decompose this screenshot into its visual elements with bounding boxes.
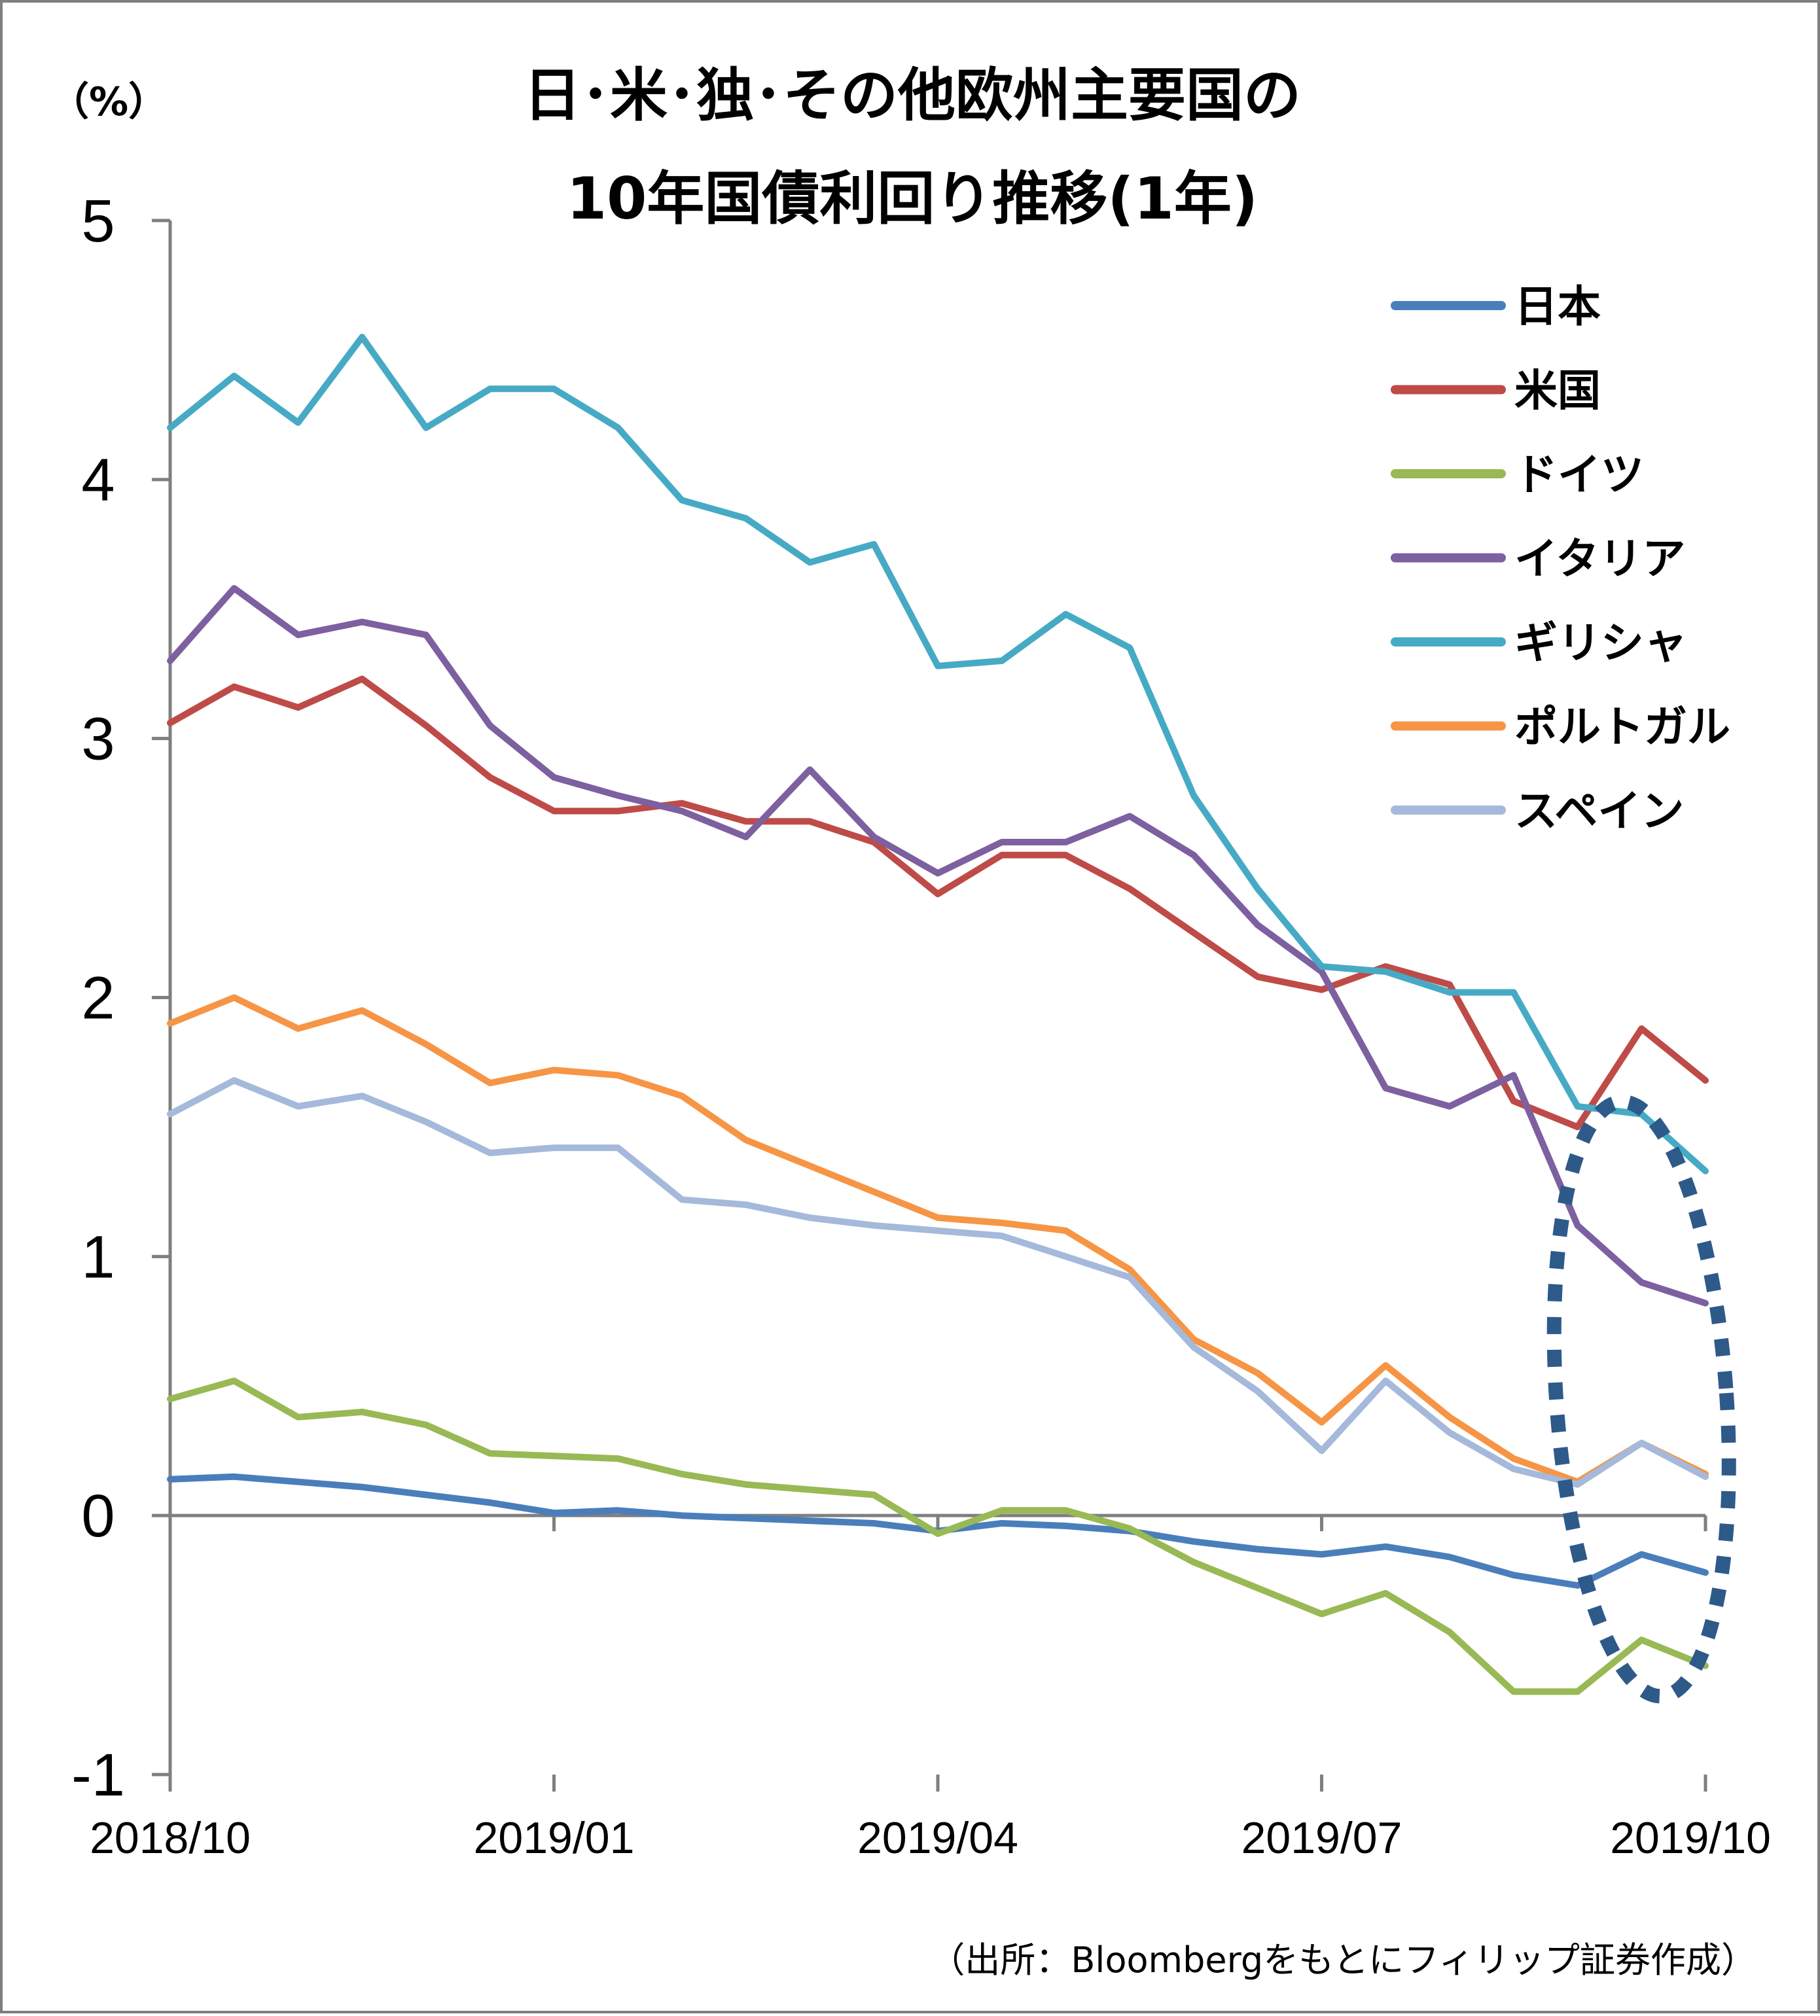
source-note: （出所：Bloombergをもとにフィリップ証券作成） [929,1939,1757,1981]
legend-label: ドイツ [1514,450,1644,500]
series-line-3 [167,1377,1709,1695]
x-tick-label: 2018/10 [90,1813,251,1863]
y-tick-label: 0 [81,1483,115,1549]
y-tick-label: -1 [71,1742,125,1809]
series-line-6 [167,994,1709,1485]
series-layer [167,334,1709,1695]
legend-label: 米国 [1514,366,1601,416]
y-tick-label: 4 [81,447,115,514]
legend-label: イタリア [1514,534,1685,584]
series-line-2 [167,675,1709,1131]
highlight-ellipse [1546,1094,1736,1704]
x-tick-label: 2019/10 [1610,1813,1771,1863]
x-tick-label: 2019/01 [474,1813,635,1863]
y-tick-label: 2 [81,965,115,1032]
annotation-layer [1546,1094,1736,1704]
legend-label: ポルトガル [1514,702,1730,752]
chart-title-line1: 日･米･独･その他欧州主要国の [524,62,1301,129]
series-line-4 [167,585,1709,1307]
y-unit-label: （%） [50,79,168,125]
chart-title-line2: 10年国債利回り推移(1年) [567,165,1258,232]
x-tick-label: 2019/04 [857,1813,1018,1863]
y-tick-label: 5 [81,188,115,255]
y-tick-label: 1 [81,1224,115,1290]
legend-label: スペイン [1514,786,1684,836]
series-line-5 [167,334,1709,1175]
x-tick-label: 2019/07 [1241,1813,1402,1863]
legend-label: ギリシャ [1514,618,1687,668]
line-chart: （%） 日･米･独･その他欧州主要国の 10年国債利回り推移(1年) 5 4 3 2 1… [50,62,1771,1981]
legend-label: 日本 [1514,281,1601,332]
series-line-7 [167,1077,1709,1488]
y-tick-label: 3 [81,706,115,773]
